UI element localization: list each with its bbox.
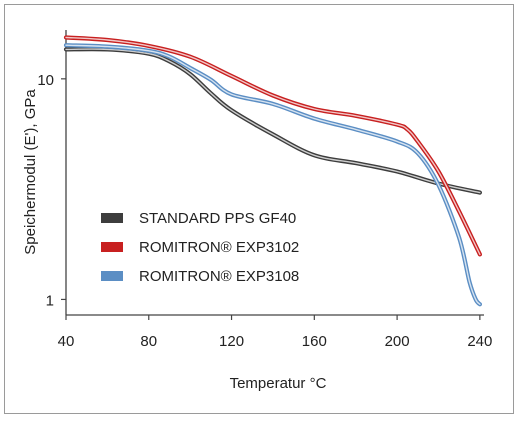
series-highlight (65, 44, 481, 305)
y-tick-label: 1 (46, 292, 54, 309)
y-tick-label: 10 (37, 72, 54, 89)
x-tick-label: 40 (58, 333, 75, 350)
legend-item-1: STANDARD PPS GF40 (101, 210, 296, 227)
chart-frame (4, 4, 514, 414)
series-outline (63, 43, 482, 307)
x-tick-label: 200 (385, 333, 410, 350)
x-tick-label: 80 (140, 333, 157, 350)
y-axis-title: Speichermodul (E'), GPa (22, 89, 39, 255)
legend: STANDARD PPS GF40 ROMITRON® EXP3102 ROMITR… (101, 210, 299, 285)
series-outline (63, 46, 482, 195)
legend-label: ROMITRON® EXP3102 (139, 239, 299, 256)
legend-swatch (101, 271, 123, 281)
legend-swatch (101, 242, 123, 252)
x-tick-label: 160 (302, 333, 327, 350)
legend-swatch (101, 213, 123, 223)
legend-item-2: ROMITRON® EXP3102 (101, 239, 299, 256)
x-tick-label: 120 (219, 333, 244, 350)
series-layer (63, 35, 482, 307)
x-axis-title: Temperatur °C (230, 375, 327, 392)
legend-label: STANDARD PPS GF40 (139, 210, 296, 227)
x-tick-label: 240 (467, 333, 492, 350)
axes: 40 80 120 160 200 240 1 10 (37, 30, 492, 350)
series-3-line (63, 43, 482, 307)
legend-item-3: ROMITRON® EXP3108 (101, 268, 299, 285)
series-highlight (65, 36, 481, 256)
series-highlight (65, 48, 481, 194)
series-1-line (63, 46, 482, 195)
series-2-line (63, 35, 482, 257)
legend-label: ROMITRON® EXP3108 (139, 268, 299, 285)
